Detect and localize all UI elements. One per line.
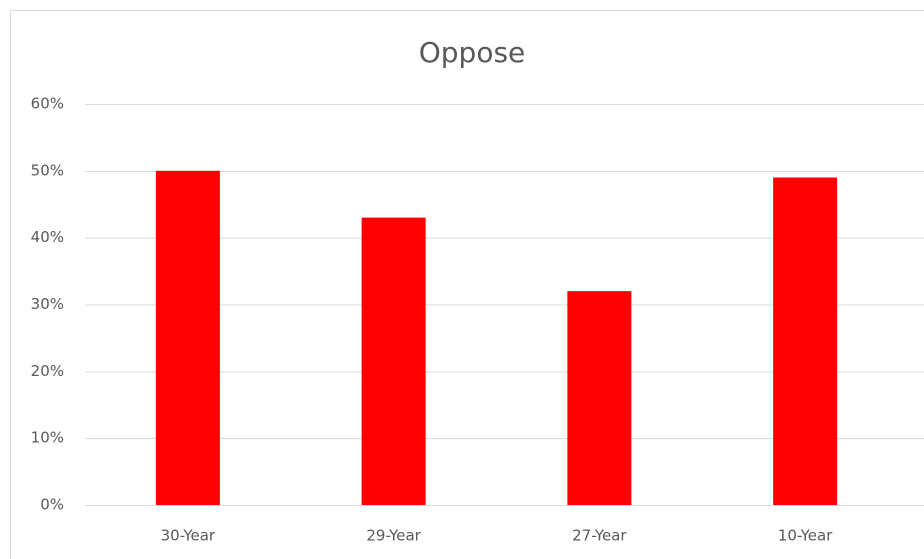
x-tick-label: 30-Year	[161, 527, 216, 545]
y-tick-label: 30%	[31, 295, 64, 313]
y-tick-label: 40%	[31, 228, 64, 246]
x-tick-label: 29-Year	[366, 527, 421, 545]
bar	[567, 291, 632, 505]
bar	[773, 177, 838, 505]
y-tick-label: 10%	[31, 429, 64, 447]
y-tick-label: 0%	[40, 496, 64, 514]
x-tick-label: 10-Year	[778, 527, 833, 545]
y-tick-label: 20%	[31, 362, 64, 380]
x-tick-label: 27-Year	[572, 527, 627, 545]
bar	[361, 217, 426, 505]
y-tick-label: 60%	[31, 95, 64, 113]
chart-title: Oppose	[419, 36, 526, 69]
bar	[155, 170, 220, 506]
y-tick-label: 50%	[31, 161, 64, 179]
